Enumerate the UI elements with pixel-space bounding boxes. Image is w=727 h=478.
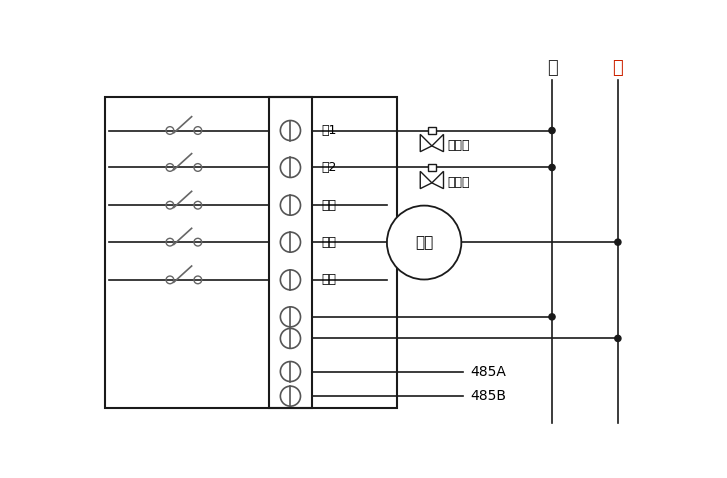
- Circle shape: [281, 232, 300, 252]
- Circle shape: [281, 120, 300, 141]
- Circle shape: [615, 239, 621, 245]
- Circle shape: [281, 270, 300, 290]
- Text: 冷水阀: 冷水阀: [447, 176, 470, 189]
- Circle shape: [281, 328, 300, 348]
- Circle shape: [281, 361, 300, 381]
- Circle shape: [549, 128, 555, 133]
- Circle shape: [281, 195, 300, 215]
- Text: 零: 零: [547, 59, 558, 77]
- Text: 锷1: 锷1: [321, 124, 337, 137]
- Text: 锷2: 锷2: [321, 161, 337, 174]
- Bar: [105, 98, 397, 408]
- Bar: [427, 164, 436, 171]
- Circle shape: [387, 206, 462, 280]
- Bar: [269, 98, 312, 408]
- Circle shape: [615, 336, 621, 341]
- Circle shape: [549, 314, 555, 320]
- Text: 低速: 低速: [321, 199, 336, 212]
- Circle shape: [549, 164, 555, 171]
- Text: 高速: 高速: [321, 273, 336, 286]
- Text: 485B: 485B: [470, 389, 507, 403]
- Circle shape: [281, 386, 300, 406]
- Circle shape: [281, 307, 300, 327]
- Bar: [427, 128, 436, 134]
- Circle shape: [281, 157, 300, 177]
- Text: 风机: 风机: [415, 235, 433, 250]
- Text: 火: 火: [613, 59, 623, 77]
- Text: 中速: 中速: [321, 236, 336, 249]
- Text: 485A: 485A: [470, 365, 507, 379]
- Text: 热水阀: 热水阀: [447, 140, 470, 152]
